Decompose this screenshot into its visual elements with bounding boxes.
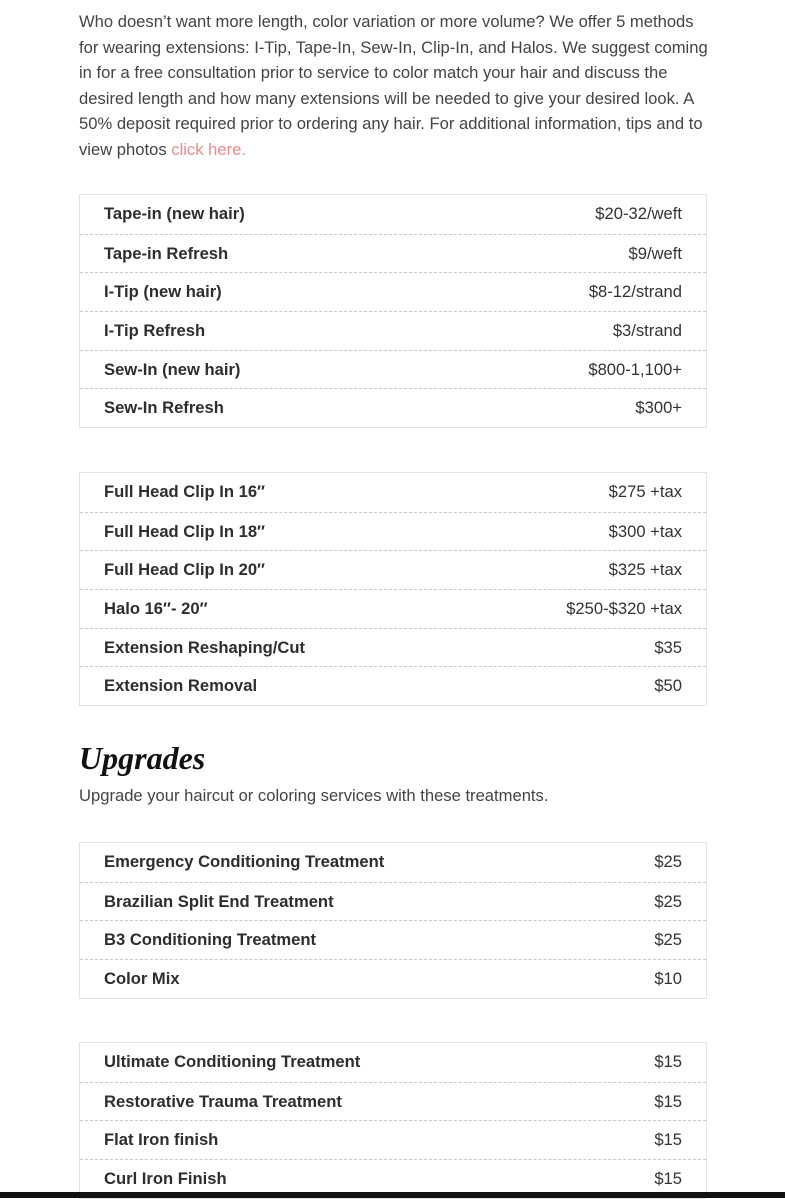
price-row: Emergency Conditioning Treatment $25 xyxy=(80,843,706,882)
price-row: Ultimate Conditioning Treatment $15 xyxy=(80,1043,706,1082)
service-price: $15 xyxy=(654,1052,682,1072)
service-price: $10 xyxy=(654,968,682,988)
service-name: Curl Iron Finish xyxy=(104,1168,227,1188)
service-price: $25 xyxy=(654,930,682,950)
service-price: $300+ xyxy=(635,398,682,418)
service-name: Full Head Clip In 20″ xyxy=(104,560,266,580)
price-row: Color Mix $10 xyxy=(80,959,706,998)
price-row: I-Tip (new hair) $8-12/strand xyxy=(80,272,706,311)
service-price: $275 +tax xyxy=(608,482,682,502)
price-row: B3 Conditioning Treatment $25 xyxy=(80,920,706,959)
price-row: Extension Reshaping/Cut $35 xyxy=(80,627,706,667)
service-name: Sew-In (new hair) xyxy=(104,359,241,379)
price-row: Full Head Clip In 20″ $325 +tax xyxy=(80,550,706,589)
price-row: Sew-In Refresh $300+ xyxy=(80,388,706,427)
service-name: Sew-In Refresh xyxy=(104,398,224,418)
price-row: Flat Iron finish $15 xyxy=(80,1120,706,1159)
intro-text: Who doesn’t want more length, color vari… xyxy=(79,12,708,159)
service-name: Emergency Conditioning Treatment xyxy=(104,852,385,872)
service-name: Extension Reshaping/Cut xyxy=(104,637,305,657)
service-name: Extension Removal xyxy=(104,676,258,696)
service-price: $8-12/strand xyxy=(588,282,682,302)
service-price: $800-1,100+ xyxy=(588,359,682,379)
price-table: Full Head Clip In 16″ $275 +tax Full Head … xyxy=(79,472,707,707)
section-title: Upgrades xyxy=(79,740,206,776)
service-price: $15 xyxy=(654,1091,682,1111)
service-price: $20-32/weft xyxy=(595,204,682,224)
service-name: Color Mix xyxy=(104,968,180,988)
service-name: Tape-in Refresh xyxy=(104,243,229,263)
service-price: $50 xyxy=(654,676,682,696)
service-price: $35 xyxy=(654,637,682,657)
service-name: I-Tip Refresh xyxy=(104,320,206,340)
service-price: $3/strand xyxy=(612,320,682,340)
service-name: Full Head Clip In 16″ xyxy=(104,482,266,502)
service-name: I-Tip (new hair) xyxy=(104,282,222,302)
price-row: Full Head Clip In 16″ $275 +tax xyxy=(80,473,706,512)
price-table: Ultimate Conditioning Treatment $15 Restor… xyxy=(79,1042,707,1199)
service-name: Halo 16″- 20″ xyxy=(104,598,208,618)
service-name: Restorative Trauma Treatment xyxy=(104,1091,342,1111)
service-name: Tape-in (new hair) xyxy=(104,204,245,224)
price-row: Extension Removal $50 xyxy=(80,666,706,705)
service-price: $15 xyxy=(654,1130,682,1150)
service-name: Brazilian Split End Treatment xyxy=(104,891,334,911)
bottom-bar xyxy=(0,1192,785,1198)
service-price: $25 xyxy=(654,852,682,872)
price-row: Full Head Clip In 18″ $300 +tax xyxy=(80,511,706,551)
price-row: Halo 16″- 20″ $250-$320 +tax xyxy=(80,589,706,628)
service-price: $325 +tax xyxy=(608,560,682,580)
service-price: $300 +tax xyxy=(608,521,682,541)
service-price: $15 xyxy=(654,1168,682,1188)
intro: Who doesn’t want more length, color vari… xyxy=(79,9,709,163)
price-row: Tape-in (new hair) $20-32/weft xyxy=(80,195,706,234)
price-table: Tape-in (new hair) $20-32/weft Tape-in Ref… xyxy=(79,194,707,429)
price-table: Emergency Conditioning Treatment $25 Brazi… xyxy=(79,842,707,999)
service-name: Ultimate Conditioning Treatment xyxy=(104,1052,361,1072)
service-name: B3 Conditioning Treatment xyxy=(104,930,317,950)
price-row: Tape-in Refresh $9/weft xyxy=(80,233,706,273)
section-subtitle: Upgrade your haircut or coloring service… xyxy=(79,786,549,805)
price-row: Curl Iron Finish $15 xyxy=(80,1159,706,1198)
link[interactable]: click here. xyxy=(171,139,246,159)
service-price: $25 xyxy=(654,891,682,911)
service-name: Full Head Clip In 18″ xyxy=(104,521,266,541)
price-row: I-Tip Refresh $3/strand xyxy=(80,311,706,350)
price-row: Brazilian Split End Treatment $25 xyxy=(80,881,706,921)
service-price: $250-$320 +tax xyxy=(566,598,682,618)
service-name: Flat Iron finish xyxy=(104,1130,219,1150)
price-row: Sew-In (new hair) $800-1,100+ xyxy=(80,349,706,389)
service-price: $9/weft xyxy=(628,243,682,263)
price-row: Restorative Trauma Treatment $15 xyxy=(80,1081,706,1121)
